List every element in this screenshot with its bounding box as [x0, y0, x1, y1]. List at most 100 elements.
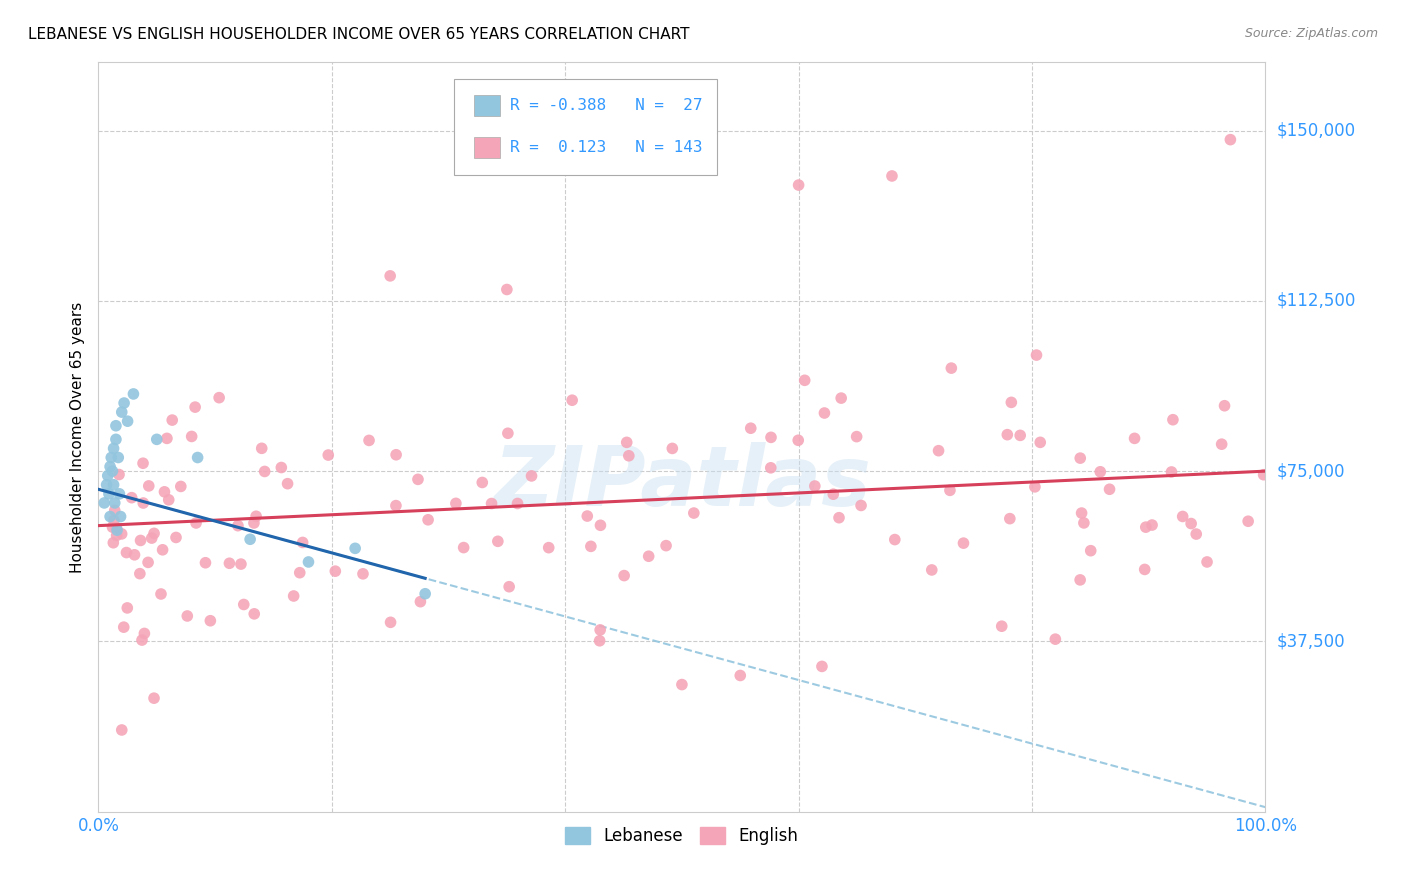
Text: R =  0.123   N = 143: R = 0.123 N = 143: [510, 140, 703, 155]
Point: [759, 430, 782, 444]
Point: [344, 541, 367, 556]
Point: [939, 483, 962, 498]
Legend: Lebanese, English: Lebanese, English: [558, 821, 806, 852]
Point: [165, 531, 187, 545]
Point: [1219, 133, 1241, 147]
Point: [561, 393, 583, 408]
Point: [413, 587, 436, 601]
Point: [291, 535, 314, 549]
Point: [813, 406, 835, 420]
Point: [1161, 413, 1184, 427]
Point: [1160, 465, 1182, 479]
Point: [138, 479, 160, 493]
Point: [1070, 506, 1092, 520]
Point: [880, 169, 903, 183]
Point: [1080, 543, 1102, 558]
Point: [232, 598, 254, 612]
Point: [316, 448, 339, 462]
Point: [117, 601, 139, 615]
Point: [453, 541, 475, 555]
Text: Source: ZipAtlas.com: Source: ZipAtlas.com: [1244, 27, 1378, 40]
Point: [1000, 395, 1022, 409]
Point: [180, 429, 202, 443]
Point: [107, 450, 129, 465]
Point: [613, 568, 636, 582]
Point: [115, 545, 138, 559]
Point: [96, 477, 118, 491]
Point: [104, 496, 127, 510]
Text: $37,500: $37,500: [1277, 632, 1346, 650]
Point: [243, 516, 266, 530]
Point: [883, 533, 905, 547]
Point: [297, 555, 319, 569]
Point: [496, 283, 519, 297]
Point: [98, 459, 121, 474]
Point: [1211, 437, 1233, 451]
Point: [105, 523, 128, 537]
Point: [128, 566, 150, 581]
Point: [787, 434, 810, 448]
Point: [149, 587, 172, 601]
FancyBboxPatch shape: [474, 95, 501, 116]
Point: [498, 580, 520, 594]
Point: [952, 536, 974, 550]
Point: [229, 557, 252, 571]
Point: [444, 496, 467, 510]
Point: [849, 499, 872, 513]
Point: [131, 633, 153, 648]
Point: [352, 566, 374, 581]
Point: [1133, 562, 1156, 576]
Point: [194, 556, 217, 570]
Point: [98, 509, 121, 524]
Point: [486, 534, 509, 549]
Point: [921, 563, 943, 577]
Point: [243, 607, 266, 621]
Text: $112,500: $112,500: [1277, 292, 1355, 310]
Point: [1069, 451, 1091, 466]
Point: [990, 619, 1012, 633]
Point: [1213, 399, 1236, 413]
Point: [283, 589, 305, 603]
Point: [132, 456, 155, 470]
Point: [218, 556, 240, 570]
Point: [108, 487, 131, 501]
Point: [845, 429, 868, 443]
Point: [576, 509, 599, 524]
Point: [406, 472, 429, 486]
Point: [1123, 431, 1146, 445]
Point: [152, 542, 174, 557]
Point: [101, 520, 124, 534]
Point: [184, 400, 207, 414]
Point: [793, 373, 815, 387]
Point: [270, 460, 292, 475]
Point: [160, 413, 183, 427]
Point: [1140, 518, 1163, 533]
Point: [200, 614, 222, 628]
Point: [124, 548, 146, 562]
Point: [104, 433, 127, 447]
Point: [589, 518, 612, 533]
Point: [1069, 573, 1091, 587]
Point: [122, 387, 145, 401]
Point: [1171, 509, 1194, 524]
Y-axis label: Householder Income Over 65 years: Householder Income Over 65 years: [70, 301, 86, 573]
Point: [537, 541, 560, 555]
Point: [104, 418, 127, 433]
Point: [1090, 465, 1112, 479]
Point: [141, 531, 163, 545]
Point: [380, 615, 402, 630]
Point: [1024, 480, 1046, 494]
Point: [111, 405, 134, 419]
Point: [995, 427, 1018, 442]
Point: [250, 442, 273, 456]
Text: ZIPatlas: ZIPatlas: [494, 442, 870, 523]
Point: [132, 496, 155, 510]
Text: $150,000: $150,000: [1277, 121, 1355, 139]
FancyBboxPatch shape: [454, 78, 717, 175]
Point: [105, 521, 128, 535]
Point: [830, 391, 852, 405]
Point: [617, 449, 640, 463]
Point: [1045, 632, 1067, 647]
Point: [143, 526, 166, 541]
Point: [134, 626, 156, 640]
